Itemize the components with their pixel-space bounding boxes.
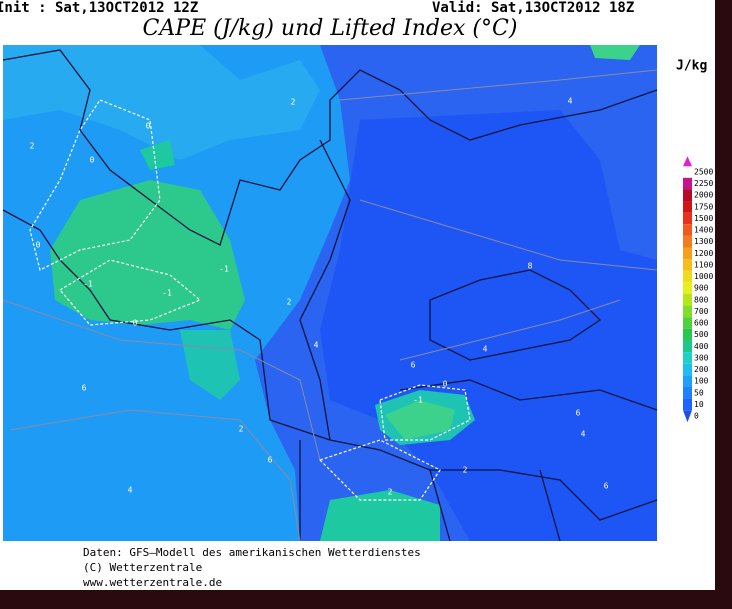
footer-line: Daten: GFS–Modell des amerikanischen Wet… [83,546,421,559]
colorbar-label: 2250 [694,179,713,188]
colorbar-label: 300 [694,353,709,362]
colorbar-label: 100 [694,377,709,386]
colorbar-segment [683,177,692,190]
colorbar-label: 200 [694,365,709,374]
cape-area [140,140,175,170]
colorbar-segment [683,201,692,213]
contour-label: -1 [413,396,423,405]
colorbar-unit: J/kg [676,59,707,74]
contour-label: 2 [30,142,35,151]
cape-area-green [385,400,455,440]
colorbar-label: 800 [694,295,709,304]
colorbar-segment [683,375,692,387]
contour-label: 6 [576,409,581,418]
colorbar-segment [683,317,692,329]
contour-label: 2 [239,425,244,434]
lifted-index-contours [29,99,471,501]
contour-label: 0 [133,319,138,328]
colorbar-segment [683,224,692,236]
contour-labels: 0 0 0 -1 -1 -1 0 2 2 4 4 2 6 -1 0 2 6 4 8 6 4 2 6 4 6 2 [30,97,609,497]
contour-label: 2 [388,488,393,497]
colorbar-segment [683,294,692,306]
contour-label: -1 [83,280,93,289]
colorbar-label: 0 [694,412,699,421]
contour-label: 6 [82,384,87,393]
colorbar-segment [683,340,692,353]
colorbar-label: 1300 [694,237,713,246]
contour-label: 4 [581,430,586,439]
colorbar-segment [683,363,692,376]
colorbar-label: 1400 [694,226,713,235]
colorbar-label: 1500 [694,214,713,223]
contour-label: 0 [146,122,151,131]
map-title: CAPE (J/kg) und Lifted Index (°C) [143,16,518,41]
colorbar-segment [683,235,692,248]
colorbar-label: 900 [694,284,709,293]
cape-area [3,45,320,160]
colorbar-tip [683,410,692,423]
cape-contours [2,69,658,542]
contour-label: 2 [287,298,292,307]
contour-label: -1 [219,265,229,274]
colorbar-segment [683,189,692,202]
colorbar-segment [683,270,692,283]
contour-label: 0 [443,380,448,389]
cape-area-green [50,180,245,330]
valid-time: Valid: Sat,13OCT2012 18Z [432,0,634,16]
init-time: Init : Sat,13OCT2012 12Z [0,0,198,16]
colorbar-segment [683,305,692,318]
colorbar-tip [683,156,692,167]
footer-line: www.wetterzentrale.de [83,576,222,589]
colorbar-segment [683,398,692,411]
contour-label: 6 [268,456,273,465]
colorbar-label: 2500 [694,168,713,177]
colorbar-label: 1200 [694,249,713,258]
map: 0 0 0 -1 -1 -1 0 2 2 4 4 2 6 -1 0 2 6 4 8 6 4 2 6 4 6 2 [2,45,658,542]
cape-area [180,330,240,400]
frame-bottom [0,590,732,609]
contour-label: 6 [411,361,416,370]
contour-label: 6 [604,482,609,491]
footer-line: (C) Wetterzentrale [83,561,202,574]
colorbar-label: 1000 [694,272,713,281]
contour-label: 0 [36,241,41,250]
contour-label: 4 [128,486,133,495]
colorbar-label: 600 [694,319,709,328]
frame-right [715,0,732,609]
contour-label: 4 [314,341,319,350]
colorbar-label: 700 [694,307,709,316]
colorbar-segment [683,386,692,399]
contour-label: 8 [528,262,533,271]
colorbar-label: 400 [694,342,709,351]
coastlines-borders [2,49,658,542]
colorbar-segment [683,247,692,260]
colorbar-label: 10 [694,400,704,409]
colorbar-segment [683,259,692,271]
contour-label: 4 [568,97,573,106]
cape-area [320,490,440,541]
cape-area-green [590,45,640,60]
colorbar-segment [683,212,692,225]
contour-label: 2 [291,98,296,107]
contour-label: 0 [90,156,95,165]
colorbar-label: 1100 [694,260,713,269]
contour-label: -1 [162,289,172,298]
colorbar-label: 1750 [694,202,713,211]
colorbar-label: 500 [694,330,709,339]
colorbar-label: 2000 [694,191,713,200]
contour-label: 4 [483,345,488,354]
colorbar-segment [683,328,692,341]
contour-label: 2 [463,466,468,475]
colorbar: 2500225020001750150014001300120011001000… [683,156,713,423]
colorbar-segment [683,352,692,364]
colorbar-segment [683,282,692,294]
colorbar-label: 50 [694,388,704,397]
